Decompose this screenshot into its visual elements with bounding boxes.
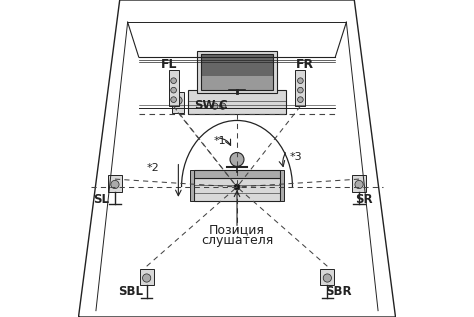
Circle shape [298, 97, 303, 102]
FancyBboxPatch shape [320, 269, 334, 285]
FancyBboxPatch shape [201, 54, 273, 76]
Text: SR: SR [355, 193, 373, 206]
FancyBboxPatch shape [188, 90, 286, 114]
FancyBboxPatch shape [172, 92, 184, 113]
FancyBboxPatch shape [194, 170, 280, 178]
FancyBboxPatch shape [201, 76, 273, 90]
Circle shape [219, 103, 226, 109]
FancyBboxPatch shape [190, 170, 194, 201]
Circle shape [211, 103, 218, 109]
FancyBboxPatch shape [295, 70, 305, 106]
Text: Позиция: Позиция [209, 223, 265, 236]
Text: *2: *2 [146, 163, 159, 173]
Circle shape [298, 87, 303, 93]
FancyBboxPatch shape [280, 170, 284, 201]
Text: *1: *1 [213, 136, 226, 146]
Text: SL: SL [93, 193, 109, 206]
Text: SBL: SBL [118, 285, 143, 298]
Circle shape [234, 184, 240, 190]
FancyBboxPatch shape [352, 175, 366, 192]
FancyBboxPatch shape [194, 178, 280, 201]
Circle shape [230, 152, 244, 166]
Text: FL: FL [161, 58, 177, 72]
Circle shape [298, 78, 303, 83]
Circle shape [143, 274, 151, 282]
FancyBboxPatch shape [140, 269, 154, 285]
FancyBboxPatch shape [108, 175, 122, 192]
Circle shape [171, 78, 176, 83]
Circle shape [171, 87, 176, 93]
Text: *3: *3 [289, 152, 302, 162]
Circle shape [111, 180, 119, 189]
Text: FR: FR [296, 58, 314, 72]
Circle shape [174, 96, 182, 105]
Text: SW: SW [194, 99, 216, 112]
FancyBboxPatch shape [197, 51, 277, 93]
Text: SBR: SBR [325, 285, 352, 298]
Circle shape [355, 180, 363, 189]
Text: слушателя: слушателя [201, 234, 273, 247]
Text: C: C [219, 99, 227, 112]
FancyBboxPatch shape [169, 70, 179, 106]
Circle shape [323, 274, 331, 282]
Circle shape [171, 97, 176, 102]
